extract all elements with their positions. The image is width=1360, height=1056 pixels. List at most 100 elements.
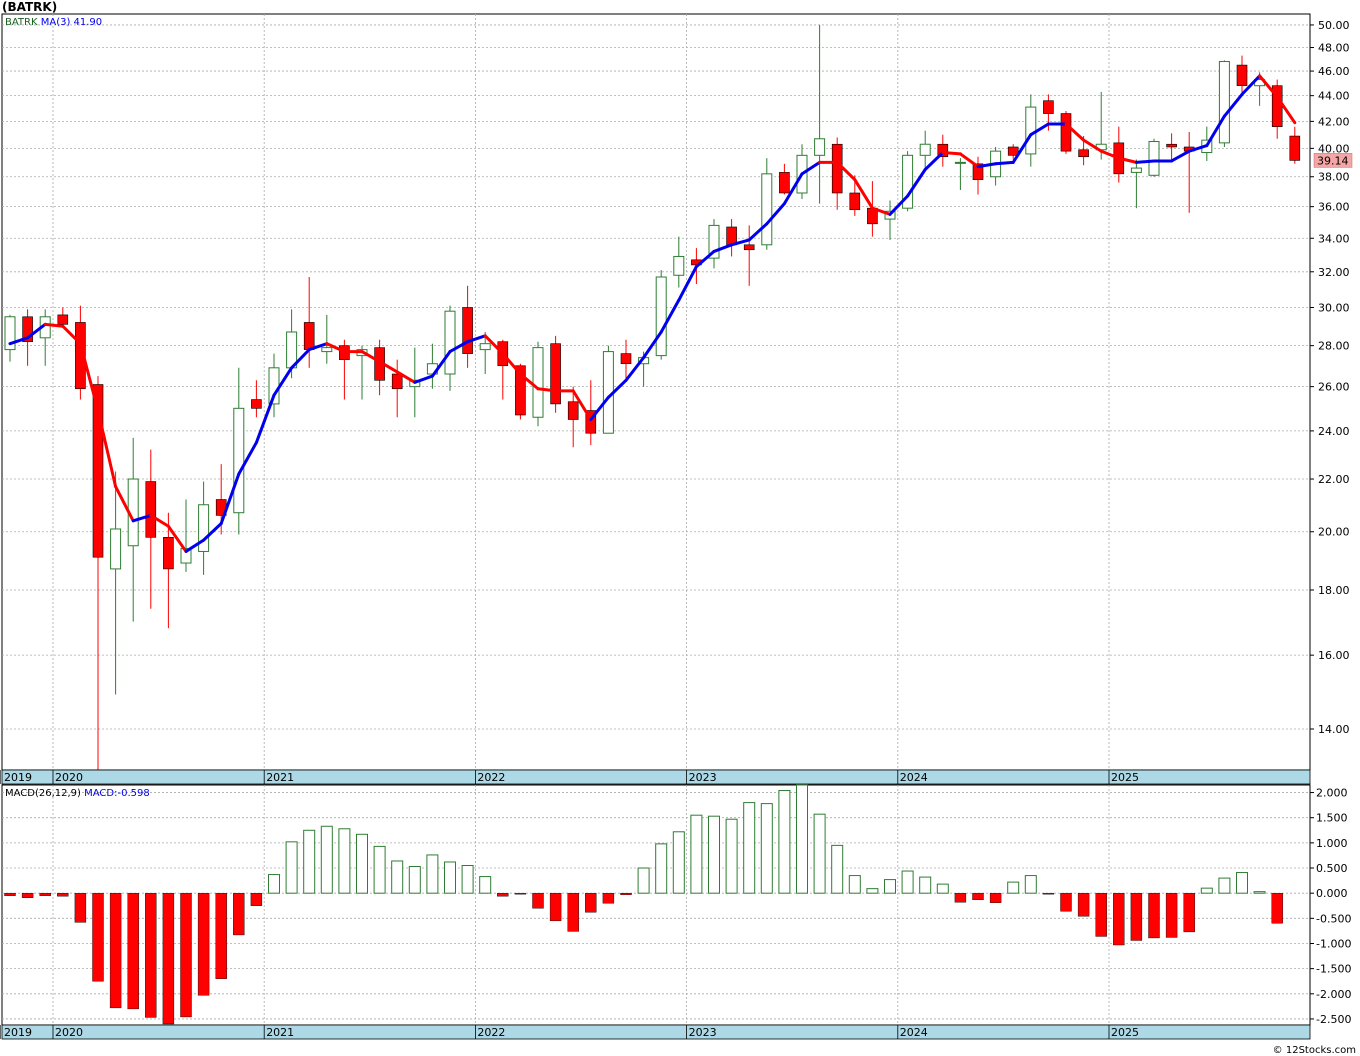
candle-body xyxy=(1060,113,1072,152)
ma-line-segment xyxy=(536,387,558,393)
price-y-tick-label: 50.00 xyxy=(1318,19,1350,32)
macd-bar xyxy=(936,883,949,894)
ma-line-segment xyxy=(888,194,910,216)
macd-bar xyxy=(1271,892,1283,924)
macd-bar xyxy=(1148,892,1160,939)
ma-line-segment xyxy=(1011,133,1033,164)
ma-line-segment xyxy=(712,243,734,253)
candle-body xyxy=(849,192,861,211)
ma-line-segment xyxy=(835,160,857,182)
candle-body xyxy=(567,401,579,420)
ma-line-segment xyxy=(853,178,874,210)
candle-body xyxy=(1218,61,1230,144)
macd-bar xyxy=(373,845,386,894)
price-y-tick-label: 26.00 xyxy=(1318,381,1350,394)
price-y-tick-label: 40.00 xyxy=(1318,142,1350,155)
macd-bar xyxy=(1218,877,1231,894)
ma-line-segment xyxy=(1187,144,1209,153)
macd-bar xyxy=(268,874,280,894)
macd-x-tick-label: 2020 xyxy=(55,1026,83,1039)
macd-bar xyxy=(972,892,984,900)
ma-line-segment xyxy=(518,372,540,391)
macd-bar xyxy=(813,813,826,894)
ma-line-segment xyxy=(1170,149,1191,163)
candle-body xyxy=(550,343,561,405)
macd-y-tick-label: -0.500 xyxy=(1316,912,1351,925)
macd-bar xyxy=(1236,872,1248,894)
macd-bar xyxy=(760,803,773,894)
candle-body xyxy=(831,143,843,194)
macd-bar xyxy=(1200,887,1213,894)
ma-line-segment xyxy=(1222,92,1244,118)
ma-line-segment xyxy=(1134,159,1156,164)
ma-line-segment xyxy=(1240,74,1262,96)
macd-x-tick-label: 2024 xyxy=(900,1026,928,1039)
macd-bar xyxy=(285,841,298,894)
price-y-tick-label: 38.00 xyxy=(1318,171,1350,184)
ma-line-segment xyxy=(307,342,329,352)
candle-body xyxy=(515,365,526,416)
macd-bar xyxy=(127,892,139,1010)
legend-ticker: BATRK xyxy=(5,17,41,28)
ma-line-segment xyxy=(1258,74,1279,99)
price-plot-area xyxy=(1,13,1311,771)
macd-bar xyxy=(919,876,932,894)
candle-body xyxy=(233,407,245,514)
ma-line-segment xyxy=(1082,138,1103,153)
macd-bar xyxy=(4,892,16,896)
macd-bar xyxy=(901,870,914,894)
ma-line-segment xyxy=(923,151,945,172)
macd-bar xyxy=(620,892,632,895)
price-y-tick-label: 46.00 xyxy=(1318,65,1350,78)
price-x-tick-label: 2020 xyxy=(55,771,83,784)
macd-bar xyxy=(303,829,316,894)
candle-body xyxy=(954,161,966,164)
candle-body xyxy=(743,244,755,251)
price-y-tick-label: 42.00 xyxy=(1318,115,1350,128)
candle-body xyxy=(462,307,473,354)
candle-body xyxy=(110,528,122,570)
macd-y-tick-label: -2.000 xyxy=(1316,988,1351,1001)
ma-line-segment xyxy=(870,206,892,216)
candle-body xyxy=(1166,143,1177,148)
ma-line-segment xyxy=(1117,156,1138,164)
macd-bar xyxy=(320,825,333,894)
ma-line-segment xyxy=(906,168,927,198)
macd-y-tick-label: -2.500 xyxy=(1316,1013,1351,1026)
macd-bar xyxy=(585,892,597,913)
candle-body xyxy=(75,322,86,390)
macd-bar xyxy=(461,865,474,894)
candle-body xyxy=(92,384,104,558)
ma-line-segment xyxy=(589,395,610,421)
ma-line-segment xyxy=(43,322,65,328)
ma-line-segment xyxy=(272,366,294,397)
candle-body xyxy=(1289,135,1301,161)
ma-line-segment xyxy=(1205,114,1226,148)
candle-body xyxy=(444,310,456,375)
price-x-axis-band xyxy=(1,769,1311,785)
ma-line-segment xyxy=(26,322,47,340)
legend-ma: MA(3) 41.90 xyxy=(41,17,102,28)
price-y-tick-label: 24.00 xyxy=(1318,425,1350,438)
candle-body xyxy=(1130,167,1142,173)
macd-bar xyxy=(74,892,87,923)
macd-bar xyxy=(831,844,844,894)
ma-line-segment xyxy=(1275,95,1297,125)
price-x-tick-label: 2024 xyxy=(900,771,928,784)
macd-y-tick-label: 1.500 xyxy=(1316,812,1348,825)
candle-body xyxy=(1078,149,1089,158)
candle-body xyxy=(902,154,914,209)
ma-line-segment xyxy=(96,409,118,489)
macd-y-tick-label: 0.500 xyxy=(1316,862,1348,875)
macd-bar xyxy=(866,888,879,894)
macd-bar xyxy=(180,892,192,1018)
price-legend: BATRK MA(3) 41.90 xyxy=(5,17,102,28)
ma-line-segment xyxy=(237,441,258,476)
macd-bar xyxy=(725,818,738,894)
candle-body xyxy=(1236,64,1248,86)
candle-body xyxy=(22,316,33,343)
macd-bar xyxy=(21,892,34,898)
price-x-tick-label: 2025 xyxy=(1111,771,1139,784)
ma-line-segment xyxy=(413,374,434,384)
macd-bar xyxy=(356,833,368,894)
